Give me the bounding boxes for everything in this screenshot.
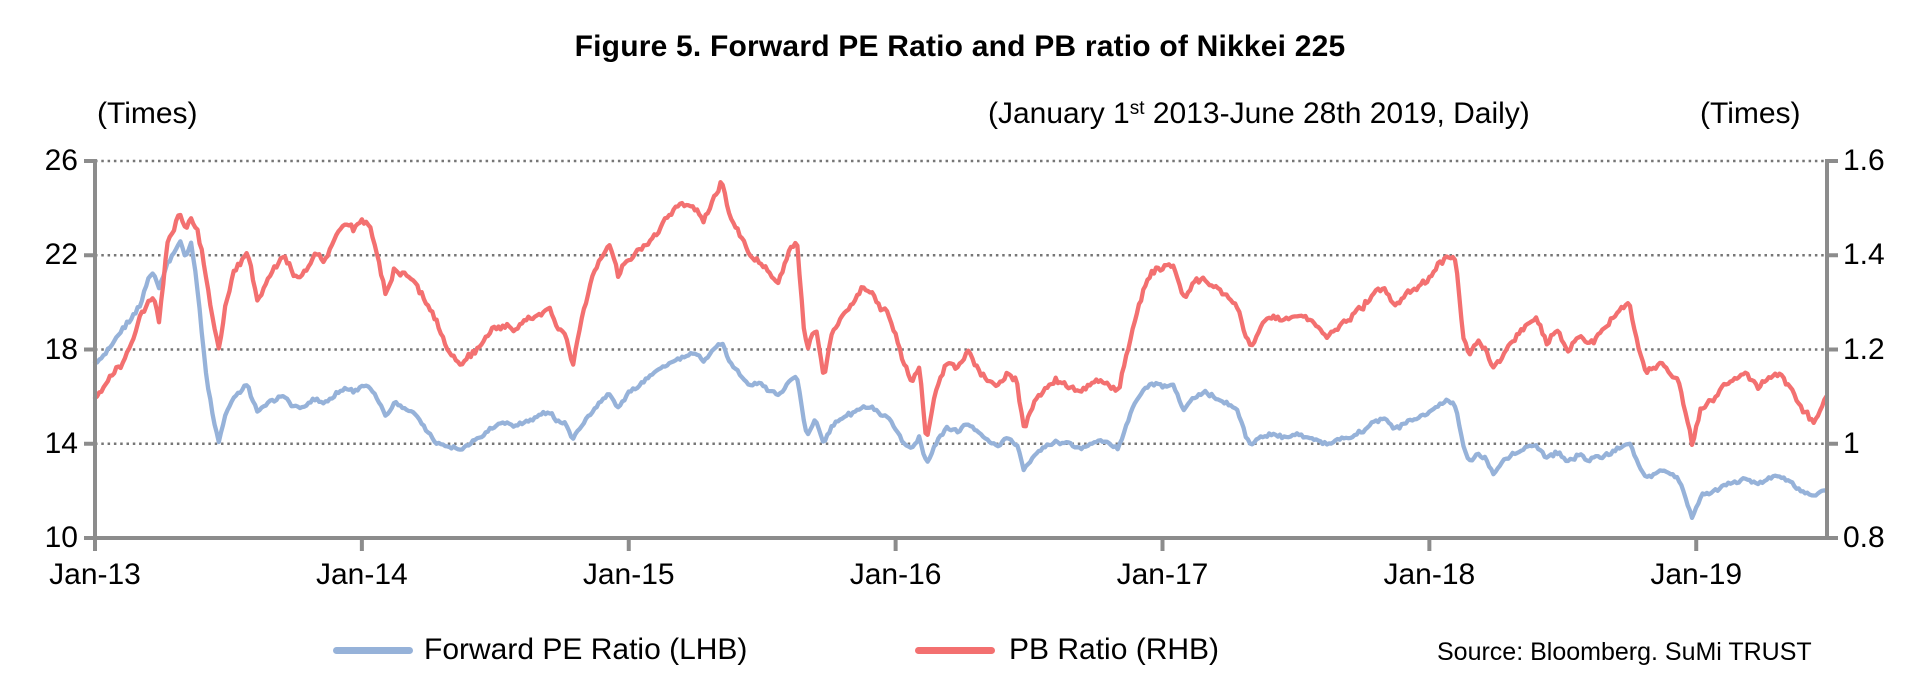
legend-swatch-pb-ratio [915,647,995,654]
y-axis-label-right-0.8: 0.8 [1843,521,1885,554]
left-axis-unit-label: (Times) [97,97,198,130]
x-axis-label-Jan-19: Jan-19 [1650,558,1743,591]
source-note: Source: Bloomberg. SuMi TRUST [1437,638,1812,666]
y-axis-label-left-22: 22 [44,238,78,272]
x-axis-label-Jan-18: Jan-18 [1383,558,1476,591]
y-axis-label-right-1.4: 1.4 [1843,238,1885,272]
legend-swatch-forward-pe [333,647,413,654]
legend-label-pb-ratio: PB Ratio (RHB) [1009,633,1220,666]
y-axis-label-right-1.2: 1.2 [1843,332,1885,366]
series-line-forward-pe [92,239,1829,521]
x-axis-label-Jan-14: Jan-14 [315,558,408,591]
y-axis-label-left-18: 18 [44,332,78,366]
x-axis-label-Jan-17: Jan-17 [1116,558,1209,591]
y-axis-label-left-10: 10 [44,521,78,554]
y-axis-label-left-26: 26 [44,144,78,177]
chart-title: Figure 5. Forward PE Ratio and PB ratio … [574,30,1346,63]
subtitle-suffix: 2013-June 28th 2019, Daily) [1144,97,1530,130]
subtitle-prefix: (January 1 [988,97,1130,130]
y-axis-label-left-14: 14 [44,426,78,460]
series-line-pb-ratio [92,180,1829,448]
legend-label-forward-pe: Forward PE Ratio (LHB) [424,633,748,666]
x-axis-label-Jan-15: Jan-15 [582,558,675,591]
chart-subtitle: (January 1st 2013-June 28th 2019, Daily) [988,97,1530,131]
subtitle-superscript: st [1129,97,1145,119]
x-axis-label-Jan-16: Jan-16 [849,558,942,591]
y-axis-label-right-1.6: 1.6 [1843,144,1885,177]
y-axis-label-right-1: 1 [1843,426,1860,460]
right-axis-unit-label: (Times) [1700,97,1801,130]
x-axis-label-Jan-13: Jan-13 [49,558,141,591]
